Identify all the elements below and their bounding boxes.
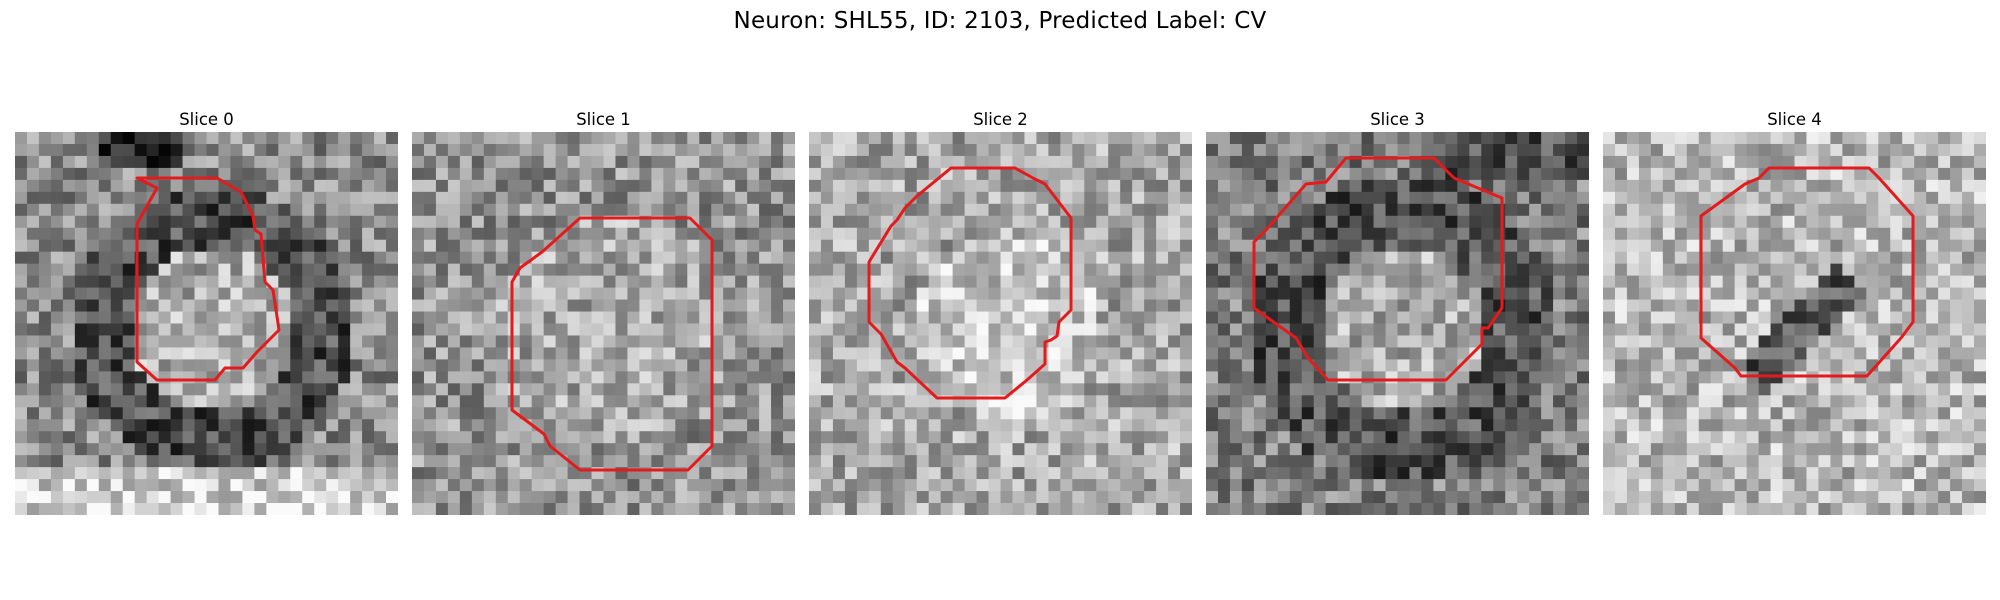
slice-image [809,132,1192,515]
slice-panel-1: Slice 1 [412,107,795,515]
slice-title: Slice 3 [1370,110,1425,129]
figure-title: Neuron: SHL55, ID: 2103, Predicted Label… [733,8,1267,34]
slice-panel-0: Slice 0 [15,107,398,515]
pixel-grid [15,132,398,515]
slice-title: Slice 4 [1767,110,1822,129]
roi-contour [135,176,281,382]
pixel-grid [1206,132,1589,515]
slice-image [15,132,398,515]
pixel-grid [809,132,1192,515]
slice-panel-4: Slice 4 [1603,107,1986,515]
slice-image [1206,132,1589,515]
roi-contour [510,216,714,472]
slice-title: Slice 2 [973,110,1028,129]
slice-image [1603,132,1986,515]
slice-title: Slice 0 [179,110,234,129]
roi-contour [867,166,1073,400]
slice-title: Slice 1 [576,110,631,129]
roi-contour [1252,156,1504,382]
pixel-grid [412,132,795,515]
slice-image [412,132,795,515]
roi-contour [1699,166,1915,378]
slice-panel-2: Slice 2 [809,107,1192,515]
pixel-grid [1603,132,1986,515]
slice-panel-3: Slice 3 [1206,107,1589,515]
